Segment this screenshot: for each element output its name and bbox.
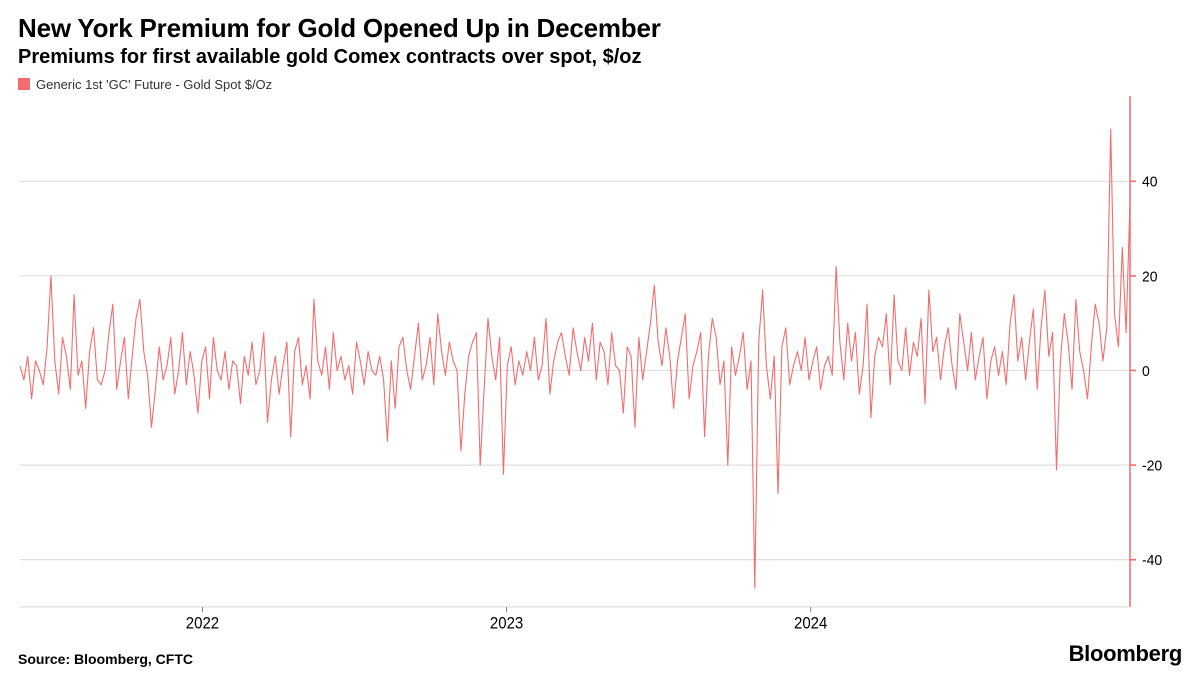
svg-text:40: 40 <box>1142 174 1158 191</box>
svg-text:-20: -20 <box>1142 458 1162 475</box>
legend-swatch-icon <box>18 78 30 90</box>
chart-footer: Source: Bloomberg, CFTC Bloomberg <box>18 635 1182 667</box>
source-label: Source: Bloomberg, CFTC <box>18 651 193 667</box>
legend-series-label: Generic 1st 'GC' Future - Gold Spot $/Oz <box>36 77 272 92</box>
svg-text:2023: 2023 <box>490 615 523 633</box>
brand-logo: Bloomberg <box>1069 641 1182 667</box>
chart-title: New York Premium for Gold Opened Up in D… <box>18 14 1182 44</box>
svg-text:2024: 2024 <box>794 615 828 633</box>
chart-container: New York Premium for Gold Opened Up in D… <box>0 0 1200 675</box>
svg-text:2022: 2022 <box>186 615 219 633</box>
svg-text:-40: -40 <box>1142 553 1162 570</box>
svg-text:0: 0 <box>1142 363 1150 380</box>
chart-subtitle: Premiums for first available gold Comex … <box>18 46 1182 69</box>
svg-text:20: 20 <box>1142 269 1158 286</box>
legend: Generic 1st 'GC' Future - Gold Spot $/Oz <box>18 77 1182 92</box>
chart-plot-area: -40 -20 0 20 40 2022 2023 2024 <box>18 94 1182 635</box>
line-chart-svg: -40 -20 0 20 40 2022 2023 2024 <box>18 94 1182 635</box>
